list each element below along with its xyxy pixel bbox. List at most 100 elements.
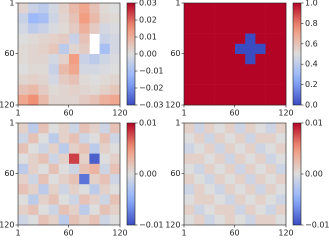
heatmap-cell bbox=[194, 123, 205, 134]
heatmap-cell bbox=[18, 94, 29, 106]
heatmap-cell bbox=[245, 13, 256, 24]
heatmap-cell bbox=[224, 194, 236, 205]
heatmap-cell bbox=[99, 184, 111, 195]
heatmap-cell bbox=[48, 74, 60, 85]
heatmap-cell bbox=[18, 123, 29, 134]
heatmap-cell bbox=[265, 174, 277, 185]
heatmap-cell bbox=[265, 204, 277, 216]
heatmap-cell bbox=[38, 123, 49, 134]
heatmap-cell bbox=[255, 214, 266, 226]
heatmap-cell bbox=[265, 64, 277, 75]
heatmap-cell bbox=[58, 194, 70, 205]
heatmap-cell bbox=[214, 33, 226, 45]
heatmap-cell bbox=[69, 143, 80, 154]
heatmap-cell bbox=[69, 13, 80, 24]
heatmap-cell bbox=[204, 94, 215, 106]
heatmap-cell bbox=[255, 23, 266, 34]
heatmap-cell bbox=[275, 13, 287, 24]
heatmap-cell bbox=[109, 143, 121, 154]
heatmap-cell bbox=[204, 204, 215, 216]
y-tick-label: 1 bbox=[175, 0, 180, 8]
heatmap-cell bbox=[194, 84, 205, 96]
heatmap-cell bbox=[255, 184, 266, 195]
heatmap-cell bbox=[48, 43, 60, 55]
heatmap-cell bbox=[255, 43, 266, 55]
heatmap-cell bbox=[275, 54, 287, 65]
heatmap-cell bbox=[79, 3, 90, 14]
heatmap-cell bbox=[224, 94, 236, 106]
heatmap-cell bbox=[184, 74, 195, 85]
heatmap-cell bbox=[184, 184, 195, 195]
heatmap-cell bbox=[275, 43, 287, 55]
x-tick-label: 120 bbox=[112, 229, 127, 238]
heatmap-cell bbox=[18, 174, 29, 185]
heatmap-cell bbox=[235, 43, 246, 55]
heatmap-cell bbox=[245, 214, 256, 226]
heatmap-cell bbox=[79, 94, 90, 106]
heatmap-cell bbox=[18, 74, 29, 85]
heatmap-cell bbox=[275, 3, 287, 14]
heatmap-cell bbox=[275, 133, 287, 144]
heatmap-cell bbox=[275, 84, 287, 96]
heatmap-cell bbox=[28, 163, 39, 175]
heatmap-cell bbox=[245, 163, 256, 175]
heatmap-cell bbox=[245, 174, 256, 185]
heatmap-cell bbox=[194, 43, 205, 55]
heatmap-cell bbox=[18, 133, 29, 144]
colorbar-tick-label: 0.01 bbox=[139, 119, 157, 128]
heatmap-cell bbox=[214, 74, 226, 85]
heatmap-cell bbox=[69, 133, 80, 144]
heatmap-cell bbox=[38, 194, 49, 205]
heatmap-cell bbox=[58, 123, 70, 134]
heatmap-cell bbox=[38, 94, 49, 106]
heatmap-cell bbox=[99, 94, 111, 106]
heatmap-cell bbox=[265, 133, 277, 144]
heatmap-cell bbox=[99, 163, 111, 175]
heatmap-cell bbox=[38, 13, 49, 24]
colorbar-tick-label: 0.00 bbox=[139, 50, 157, 59]
heatmap-cell bbox=[194, 163, 205, 175]
heatmap-cell bbox=[184, 174, 195, 185]
heatmap-cell bbox=[99, 153, 111, 165]
plot-frame bbox=[17, 122, 121, 226]
heatmap-cell bbox=[48, 133, 60, 144]
heatmap-cell bbox=[255, 3, 266, 14]
heatmap-cell bbox=[58, 33, 70, 45]
heatmap-cell bbox=[79, 33, 90, 45]
heatmap-cell bbox=[255, 204, 266, 216]
heatmap-cell bbox=[255, 194, 266, 205]
heatmap-cell bbox=[255, 153, 266, 165]
heatmap-cell bbox=[18, 204, 29, 216]
heatmap-cell bbox=[255, 123, 266, 134]
heatmap-cell bbox=[89, 94, 100, 106]
heatmap-cell bbox=[235, 194, 246, 205]
y-tick-label: 120 bbox=[0, 221, 15, 230]
heatmap-cell bbox=[224, 214, 236, 226]
heatmap-cell bbox=[204, 84, 215, 96]
heatmap-cell bbox=[48, 153, 60, 165]
heatmap-cell bbox=[38, 74, 49, 85]
heatmap-cell bbox=[204, 123, 215, 134]
heatmap-cell bbox=[28, 94, 39, 106]
heatmap-cell bbox=[275, 33, 287, 45]
colorbar-tick-label: 0.00 bbox=[305, 170, 323, 179]
heatmap-cell bbox=[245, 194, 256, 205]
heatmap-cell bbox=[79, 23, 90, 34]
heatmap-cell bbox=[48, 94, 60, 106]
heatmap-cell bbox=[28, 43, 39, 55]
heatmap-cell bbox=[184, 23, 195, 34]
heatmap-cell bbox=[28, 143, 39, 154]
heatmap-cell bbox=[38, 163, 49, 175]
heatmap-cell bbox=[79, 133, 90, 144]
heatmap-cell bbox=[48, 184, 60, 195]
heatmap-cell bbox=[224, 43, 236, 55]
heatmap-cell bbox=[184, 13, 195, 24]
heatmap-cell bbox=[204, 13, 215, 24]
heatmap-cell bbox=[79, 43, 90, 55]
heatmap-cell bbox=[28, 74, 39, 85]
heatmap-cell bbox=[99, 214, 111, 226]
heatmap-cell bbox=[224, 163, 236, 175]
x-tick-label: 120 bbox=[278, 229, 293, 238]
heatmap-cell bbox=[38, 54, 49, 65]
heatmap-cell bbox=[89, 64, 100, 75]
